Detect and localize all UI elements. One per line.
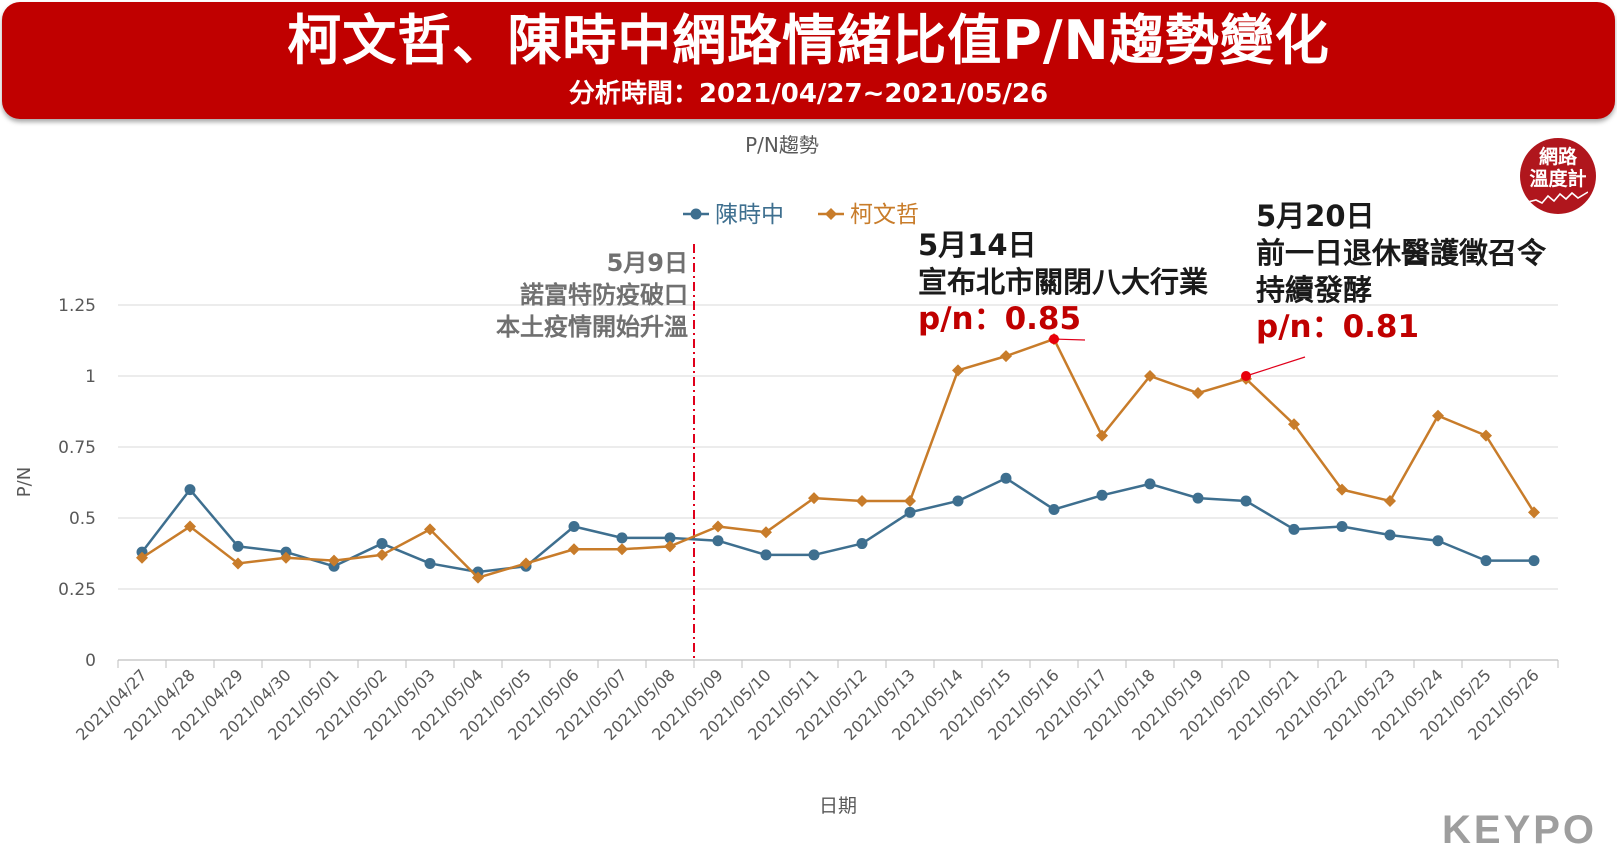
network-thermometer-badge: 網路 溫度計 xyxy=(1520,138,1596,214)
annotation-leader xyxy=(1053,338,1086,341)
data-point xyxy=(616,532,628,544)
data-point xyxy=(1192,492,1204,504)
y-axis-title: P/N xyxy=(14,467,35,497)
series-line xyxy=(141,337,1536,579)
data-point xyxy=(1432,535,1444,547)
data-point xyxy=(1192,387,1204,400)
title-banner: 柯文哲、陳時中網路情緒比值P/N趨勢變化 分析時間：2021/04/27~202… xyxy=(2,2,1615,119)
data-point xyxy=(1384,529,1396,541)
analysis-period: 分析時間：2021/04/27~2021/05/26 xyxy=(568,79,1049,109)
page-title: 柯文哲、陳時中網路情緒比值P/N趨勢變化 xyxy=(287,9,1330,72)
event-line-label: 5月9日 xyxy=(607,249,688,277)
annotation-leader xyxy=(1245,356,1306,377)
data-point xyxy=(760,526,772,539)
highlighted-point xyxy=(1049,334,1059,345)
legend-marker xyxy=(690,208,702,220)
data-point xyxy=(1096,429,1108,442)
data-point xyxy=(1384,494,1396,507)
data-point xyxy=(1528,555,1540,567)
data-point xyxy=(376,538,388,550)
data-point xyxy=(712,535,724,547)
highlighted-point xyxy=(1241,371,1251,381)
data-point xyxy=(1048,503,1060,515)
annotation-text: 5月20日 xyxy=(1256,199,1375,233)
badge-line-1: 網路 xyxy=(1538,146,1577,168)
keypo-logo: KEYPO xyxy=(1442,808,1598,852)
data-point xyxy=(808,492,820,505)
x-axis-title: 日期 xyxy=(819,795,857,817)
data-point xyxy=(424,523,436,536)
data-point xyxy=(1288,523,1300,535)
y-tick-label: 1 xyxy=(85,367,96,387)
y-tick-label: 0.25 xyxy=(58,580,96,600)
data-point xyxy=(712,520,724,533)
data-point xyxy=(1336,483,1348,496)
data-point xyxy=(808,549,820,561)
data-point xyxy=(904,494,916,507)
chart-title: P/N趨勢 xyxy=(745,133,819,157)
data-point xyxy=(1288,418,1300,431)
data-point xyxy=(1432,409,1444,422)
data-point xyxy=(1000,472,1012,484)
data-point xyxy=(1240,495,1252,507)
data-point xyxy=(280,551,292,564)
data-point xyxy=(1144,478,1156,490)
data-point xyxy=(1528,506,1540,519)
data-point xyxy=(904,506,916,518)
data-point xyxy=(1480,555,1492,567)
data-point xyxy=(568,521,580,533)
data-point xyxy=(760,549,772,561)
data-point xyxy=(328,554,340,567)
series-line xyxy=(141,476,1534,574)
event-line-label: 諾富特防疫破口 xyxy=(520,281,688,309)
y-tick-label: 0 xyxy=(85,651,96,671)
data-point xyxy=(1096,489,1108,501)
annotation-text: 宣布北市關閉八大行業 xyxy=(918,265,1208,299)
data-point xyxy=(1000,350,1012,363)
legend-marker xyxy=(825,208,837,220)
pulse-icon xyxy=(1528,191,1588,204)
data-point xyxy=(568,543,580,556)
data-point xyxy=(376,548,388,561)
data-point xyxy=(184,484,196,496)
data-point xyxy=(952,495,964,507)
data-point xyxy=(136,551,148,564)
data-point xyxy=(664,532,676,544)
y-tick-label: 0.5 xyxy=(69,509,96,529)
annotation-value: p/n：0.81 xyxy=(1256,309,1419,345)
badge-line-2: 溫度計 xyxy=(1529,168,1587,190)
data-point xyxy=(1336,521,1348,533)
data-point xyxy=(1480,429,1492,442)
legend-label: 柯文哲 xyxy=(850,202,919,228)
data-point xyxy=(856,538,868,550)
data-point xyxy=(664,540,676,553)
y-tick-label: 1.25 xyxy=(58,296,96,316)
data-point xyxy=(232,540,244,552)
annotation-text: 5月14日 xyxy=(918,228,1037,262)
data-point xyxy=(856,494,868,507)
legend-label: 陳時中 xyxy=(715,202,784,228)
data-point xyxy=(472,571,484,584)
data-point xyxy=(424,557,436,569)
annotation-text: 前一日退休醫護徵召令 xyxy=(1256,236,1547,270)
annotation-text: 持續發酵 xyxy=(1256,273,1372,307)
event-line-label: 本土疫情開始升溫 xyxy=(496,313,688,341)
data-point xyxy=(184,520,196,533)
y-tick-label: 0.75 xyxy=(58,438,96,458)
data-point xyxy=(520,557,532,570)
data-point xyxy=(232,557,244,570)
data-point xyxy=(952,364,964,377)
data-point xyxy=(616,543,628,556)
annotation-value: p/n：0.85 xyxy=(918,301,1081,337)
data-point xyxy=(1144,370,1156,382)
